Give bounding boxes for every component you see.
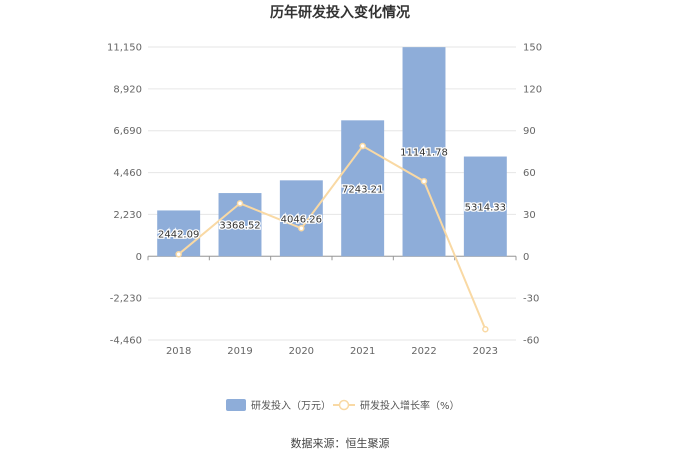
bar-value-label: 5314.33 (465, 202, 506, 213)
growth-line-series (175, 142, 489, 333)
left-tick-label: -2,230 (110, 294, 142, 305)
right-tick-label: 30 (523, 210, 536, 221)
right-tick-label: -30 (523, 294, 539, 305)
legend: 研发投入（万元） 研发投入增长率（%） (226, 399, 460, 412)
bar-series (157, 47, 507, 257)
chart-title: 历年研发投入变化情况 (270, 4, 410, 21)
left-axis: 11,150 8,920 6,690 4,460 2,230 0 -2,230 -4,460 (107, 43, 142, 347)
bar-value-label: 2442.09 (158, 229, 199, 240)
bar-value-label: 11141.78 (400, 148, 448, 159)
left-tick-label: 11,150 (107, 43, 142, 54)
bar-value-label: 4046.26 (281, 214, 322, 225)
legend-bar-swatch (226, 399, 246, 411)
right-tick-label: 0 (523, 252, 529, 263)
right-tick-label: 60 (523, 168, 536, 179)
bar (279, 180, 323, 257)
grid-lines (148, 46, 516, 341)
x-tick-label: 2023 (473, 346, 498, 357)
growth-line (178, 144, 487, 330)
left-tick-label: -4,460 (110, 336, 142, 347)
left-tick-label: 4,460 (113, 168, 142, 179)
x-tick-label: 2020 (289, 346, 314, 357)
growth-point (236, 200, 244, 207)
growth-point (482, 326, 489, 333)
left-tick-label: 8,920 (113, 84, 142, 95)
bar-value-label: 3368.52 (219, 221, 260, 232)
left-tick-label: 6,690 (113, 126, 142, 137)
growth-point (175, 250, 182, 258)
legend-line-label: 研发投入增长率（%） (360, 399, 460, 412)
x-tick-label: 2019 (227, 346, 252, 357)
legend-line-marker (338, 399, 350, 411)
left-tick-label: 0 (136, 252, 142, 263)
x-tick-label: 2021 (350, 346, 375, 357)
left-tick-label: 2,230 (113, 210, 142, 221)
right-tick-label: 150 (523, 43, 542, 54)
x-tick-label: 2018 (166, 346, 191, 357)
right-tick-label: 120 (523, 84, 542, 95)
right-tick-label: -60 (523, 336, 539, 347)
x-tick-label: 2022 (411, 346, 436, 357)
right-axis: 150 120 90 60 30 0 -30 -60 (523, 43, 542, 347)
source-note: 数据来源：恒生聚源 (291, 436, 390, 450)
bar-value-label: 7243.21 (342, 184, 383, 195)
legend-bar-label: 研发投入（万元） (251, 399, 331, 412)
bar (463, 156, 507, 257)
bar-value-labels: 2442.09 3368.52 4046.26 7243.21 11141.78 5314… (157, 146, 508, 241)
growth-point (420, 177, 428, 185)
growth-point (298, 224, 305, 232)
bar (402, 47, 446, 257)
growth-point (359, 142, 366, 150)
right-tick-label: 90 (523, 126, 536, 137)
bar (157, 210, 201, 257)
